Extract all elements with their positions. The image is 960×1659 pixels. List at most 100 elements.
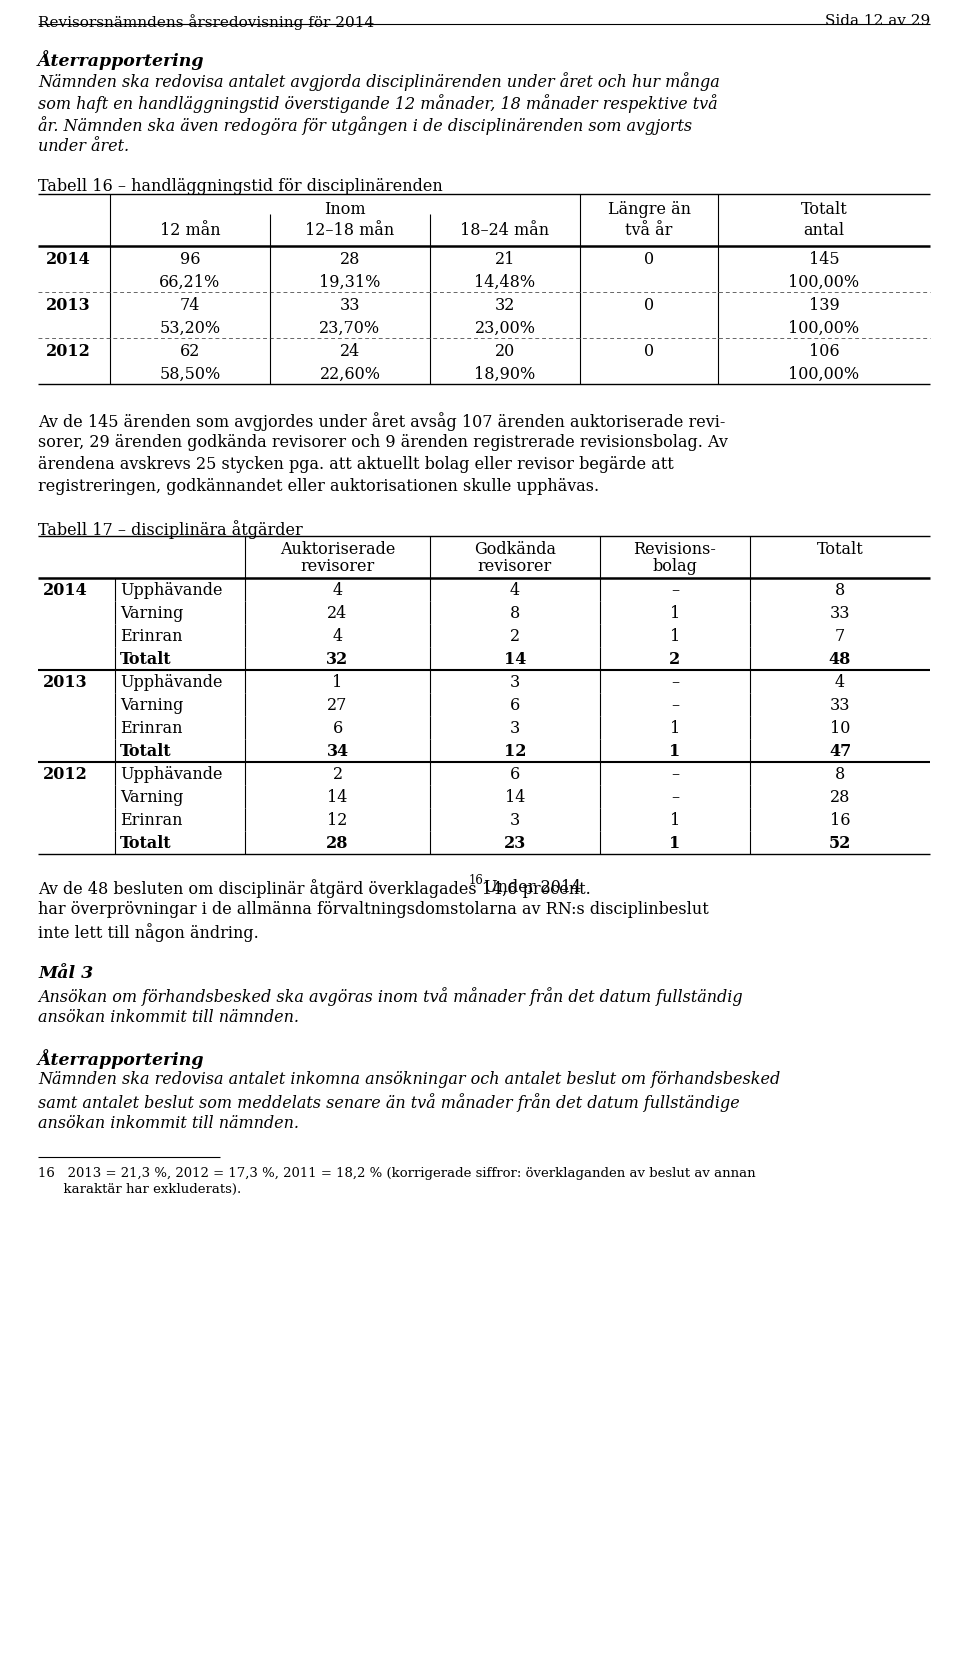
- Text: 16   2013 = 21,3 %, 2012 = 17,3 %, 2011 = 18,2 % (korrigerade siffror: överklaga: 16 2013 = 21,3 %, 2012 = 17,3 %, 2011 = …: [38, 1166, 756, 1180]
- Text: som haft en handläggningstid överstigande 12 månader, 18 månader respektive två: som haft en handläggningstid överstigand…: [38, 95, 718, 113]
- Text: 8: 8: [835, 766, 845, 783]
- Text: 53,20%: 53,20%: [159, 320, 221, 337]
- Text: 1: 1: [670, 811, 680, 830]
- Text: 100,00%: 100,00%: [788, 320, 859, 337]
- Text: år. Nämnden ska även redogöra för utgången i de disciplinärenden som avgjorts: år. Nämnden ska även redogöra för utgång…: [38, 116, 692, 134]
- Text: 22,60%: 22,60%: [320, 367, 380, 383]
- Text: 24: 24: [327, 606, 348, 622]
- Text: Nämnden ska redovisa antalet inkomna ansökningar och antalet beslut om förhandsb: Nämnden ska redovisa antalet inkomna ans…: [38, 1072, 780, 1088]
- Text: 21: 21: [494, 251, 516, 269]
- Text: Erinran: Erinran: [120, 629, 182, 645]
- Text: 96: 96: [180, 251, 201, 269]
- Text: 0: 0: [644, 297, 654, 314]
- Text: registreringen, godkännandet eller auktorisationen skulle upphävas.: registreringen, godkännandet eller aukto…: [38, 478, 599, 494]
- Text: Mål 3: Mål 3: [38, 966, 93, 982]
- Text: Varning: Varning: [120, 697, 183, 713]
- Text: 28: 28: [829, 790, 851, 806]
- Text: 14,48%: 14,48%: [474, 274, 536, 290]
- Text: 23,70%: 23,70%: [320, 320, 380, 337]
- Text: 100,00%: 100,00%: [788, 367, 859, 383]
- Text: 18,90%: 18,90%: [474, 367, 536, 383]
- Text: Godkända: Godkända: [474, 541, 556, 557]
- Text: Varning: Varning: [120, 606, 183, 622]
- Text: 8: 8: [510, 606, 520, 622]
- Text: Under 2014: Under 2014: [479, 879, 582, 896]
- Text: Totalt: Totalt: [120, 743, 172, 760]
- Text: 66,21%: 66,21%: [159, 274, 221, 290]
- Text: 8: 8: [835, 582, 845, 599]
- Text: Nämnden ska redovisa antalet avgjorda disciplinärenden under året och hur många: Nämnden ska redovisa antalet avgjorda di…: [38, 71, 720, 91]
- Text: Tabell 17 – disciplinära åtgärder: Tabell 17 – disciplinära åtgärder: [38, 519, 302, 539]
- Text: 14: 14: [504, 650, 526, 669]
- Text: Återrapportering: Återrapportering: [38, 1048, 204, 1068]
- Text: Totalt: Totalt: [120, 650, 172, 669]
- Text: 2014: 2014: [43, 582, 87, 599]
- Text: Inom: Inom: [324, 201, 366, 217]
- Text: Upphävande: Upphävande: [120, 766, 223, 783]
- Text: 23,00%: 23,00%: [474, 320, 536, 337]
- Text: –: –: [671, 697, 679, 713]
- Text: ansökan inkommit till nämnden.: ansökan inkommit till nämnden.: [38, 1115, 299, 1131]
- Text: 3: 3: [510, 720, 520, 737]
- Text: Av de 145 ärenden som avgjordes under året avsåg 107 ärenden auktoriserade revi-: Av de 145 ärenden som avgjordes under år…: [38, 411, 726, 431]
- Text: –: –: [671, 582, 679, 599]
- Text: samt antalet beslut som meddelats senare än två månader från det datum fullständ: samt antalet beslut som meddelats senare…: [38, 1093, 740, 1112]
- Text: antal: antal: [804, 222, 845, 239]
- Text: karaktär har exkluderats).: karaktär har exkluderats).: [38, 1183, 241, 1196]
- Text: Längre än: Längre än: [608, 201, 690, 217]
- Text: 47: 47: [828, 743, 852, 760]
- Text: 33: 33: [829, 606, 851, 622]
- Text: –: –: [671, 674, 679, 692]
- Text: 14: 14: [505, 790, 525, 806]
- Text: 6: 6: [332, 720, 343, 737]
- Text: Revisorsnämndens årsredovisning för 2014: Revisorsnämndens årsredovisning för 2014: [38, 13, 374, 30]
- Text: 3: 3: [510, 811, 520, 830]
- Text: Upphävande: Upphävande: [120, 674, 223, 692]
- Text: 18–24 mån: 18–24 mån: [461, 222, 549, 239]
- Text: 23: 23: [504, 834, 526, 853]
- Text: 6: 6: [510, 697, 520, 713]
- Text: Varning: Varning: [120, 790, 183, 806]
- Text: 12: 12: [327, 811, 348, 830]
- Text: 1: 1: [670, 606, 680, 622]
- Text: 106: 106: [808, 343, 839, 360]
- Text: 14: 14: [327, 790, 348, 806]
- Text: 48: 48: [828, 650, 852, 669]
- Text: Av de 48 besluten om disciplinär åtgärd överklagades 14,6 procent.: Av de 48 besluten om disciplinär åtgärd …: [38, 879, 590, 898]
- Text: 2: 2: [332, 766, 343, 783]
- Text: 74: 74: [180, 297, 201, 314]
- Text: har överprövningar i de allmänna förvaltningsdomstolarna av RN:s disciplinbeslut: har överprövningar i de allmänna förvalt…: [38, 901, 708, 917]
- Text: 2012: 2012: [46, 343, 91, 360]
- Text: 34: 34: [326, 743, 348, 760]
- Text: Erinran: Erinran: [120, 720, 182, 737]
- Text: 33: 33: [829, 697, 851, 713]
- Text: –: –: [671, 790, 679, 806]
- Text: 52: 52: [828, 834, 852, 853]
- Text: 7: 7: [835, 629, 845, 645]
- Text: 1: 1: [669, 743, 681, 760]
- Text: 2: 2: [510, 629, 520, 645]
- Text: Totalt: Totalt: [801, 201, 848, 217]
- Text: 12 mån: 12 mån: [159, 222, 220, 239]
- Text: två år: två år: [625, 222, 673, 239]
- Text: 1: 1: [670, 720, 680, 737]
- Text: inte lett till någon ändring.: inte lett till någon ändring.: [38, 922, 259, 942]
- Text: 19,31%: 19,31%: [320, 274, 381, 290]
- Text: 100,00%: 100,00%: [788, 274, 859, 290]
- Text: Återrapportering: Återrapportering: [38, 50, 204, 70]
- Text: ansökan inkommit till nämnden.: ansökan inkommit till nämnden.: [38, 1009, 299, 1025]
- Text: 2013: 2013: [46, 297, 90, 314]
- Text: Revisions-: Revisions-: [634, 541, 716, 557]
- Text: 4: 4: [510, 582, 520, 599]
- Text: 6: 6: [510, 766, 520, 783]
- Text: 3: 3: [510, 674, 520, 692]
- Text: 1: 1: [670, 629, 680, 645]
- Text: 32: 32: [494, 297, 516, 314]
- Text: ärendena avskrevs 25 stycken pga. att aktuellt bolag eller revisor begärde att: ärendena avskrevs 25 stycken pga. att ak…: [38, 456, 674, 473]
- Text: 2: 2: [669, 650, 681, 669]
- Text: revisorer: revisorer: [300, 557, 374, 576]
- Text: sorer, 29 ärenden godkända revisorer och 9 ärenden registrerade revisionsbolag. : sorer, 29 ärenden godkända revisorer och…: [38, 435, 728, 451]
- Text: Auktoriserade: Auktoriserade: [279, 541, 396, 557]
- Text: Upphävande: Upphävande: [120, 582, 223, 599]
- Text: 16: 16: [468, 874, 483, 888]
